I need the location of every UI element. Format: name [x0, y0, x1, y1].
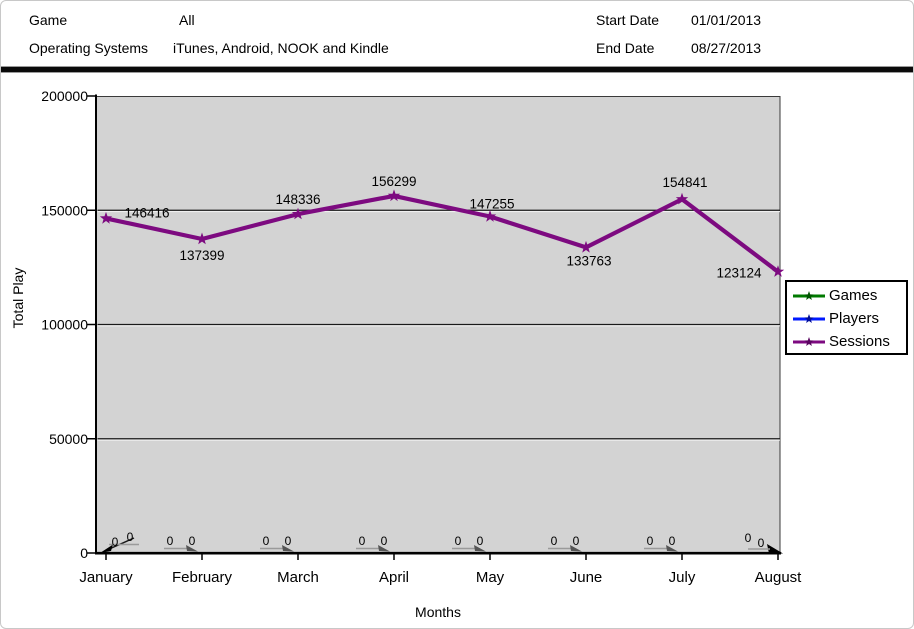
zero-arrowhead-icon — [282, 545, 294, 552]
zero-arrowhead-icon — [570, 545, 582, 552]
legend-item-players: Players — [792, 307, 906, 330]
y-tick-label: 200000 — [41, 88, 88, 104]
sessions-line-icon — [793, 336, 825, 346]
zero-label: 0 — [745, 531, 752, 545]
legend-item-games: Games — [792, 284, 906, 307]
zero-arrowhead-icon — [666, 545, 678, 552]
data-point-marker — [771, 265, 785, 277]
y-axis-title: Total Play — [10, 267, 26, 329]
legend-label: Games — [829, 287, 878, 304]
start-date-value: 01/01/2013 — [691, 12, 762, 28]
zero-label: 0 — [127, 530, 134, 544]
month-label: March — [277, 569, 319, 586]
month-label: August — [755, 569, 803, 586]
zero-label: 0 — [167, 534, 174, 548]
data-point-marker — [579, 240, 593, 253]
value-label: 146416 — [124, 205, 169, 220]
chart-legend: Games Players Sessions — [785, 280, 908, 355]
month-label: January — [79, 569, 133, 586]
value-label: 137399 — [179, 248, 224, 263]
end-date-label: End Date — [596, 40, 655, 56]
data-point-marker — [99, 211, 113, 224]
legend-label: Sessions — [829, 333, 890, 350]
y-tick-label: 0 — [80, 545, 88, 561]
zero-label: 0 — [669, 534, 676, 548]
value-label: 123124 — [716, 266, 762, 281]
month-label: July — [669, 569, 696, 586]
zero-arrowhead-icon — [378, 545, 390, 552]
data-point-marker — [195, 232, 209, 245]
zero-label: 0 — [189, 534, 196, 548]
month-label: June — [570, 569, 603, 586]
games-line-icon — [793, 290, 825, 300]
value-label: 147255 — [469, 197, 514, 212]
game-label: Game — [29, 12, 68, 28]
value-label: 154841 — [662, 175, 707, 190]
zero-label: 0 — [112, 535, 119, 549]
start-date-label: Start Date — [596, 12, 660, 28]
zero-arrowhead-icon — [474, 545, 486, 552]
players-line-icon — [793, 313, 825, 323]
y-tick-label: 150000 — [41, 202, 88, 218]
os-label: Operating Systems — [29, 40, 149, 56]
zero-label: 0 — [263, 534, 270, 548]
month-label: February — [172, 569, 233, 586]
data-point-marker — [387, 189, 401, 202]
zero-label: 0 — [359, 534, 366, 548]
zero-label: 0 — [758, 536, 765, 550]
y-tick-label: 100000 — [41, 317, 88, 333]
value-label: 148336 — [275, 192, 320, 207]
zero-label: 0 — [477, 534, 484, 548]
legend-item-sessions: Sessions — [792, 330, 906, 353]
zero-label: 0 — [285, 534, 292, 548]
zero-arrowhead-icon — [186, 545, 198, 552]
data-point-marker — [291, 207, 305, 220]
month-label: April — [379, 569, 409, 586]
zero-label: 0 — [381, 534, 388, 548]
data-point-marker — [675, 192, 689, 205]
header-divider — [1, 66, 913, 73]
sessions-line — [103, 193, 781, 274]
x-axis-title: Months — [415, 604, 461, 620]
end-date-value: 08/27/2013 — [691, 40, 762, 56]
zero-label: 0 — [455, 534, 462, 548]
month-label: May — [476, 569, 505, 586]
x-axis-arrow-icon — [767, 544, 783, 554]
legend-label: Players — [829, 310, 880, 327]
value-label: 156299 — [371, 174, 416, 189]
y-tick-label: 50000 — [49, 431, 88, 447]
zero-label: 0 — [573, 534, 580, 548]
value-label: 133763 — [566, 253, 611, 268]
os-value: iTunes, Android, NOOK and Kindle — [173, 40, 389, 56]
game-value: All — [179, 12, 195, 28]
origin-arrowhead-icon — [100, 544, 113, 553]
data-point-marker — [483, 210, 497, 222]
zero-label: 0 — [647, 534, 654, 548]
zero-label: 0 — [551, 534, 558, 548]
